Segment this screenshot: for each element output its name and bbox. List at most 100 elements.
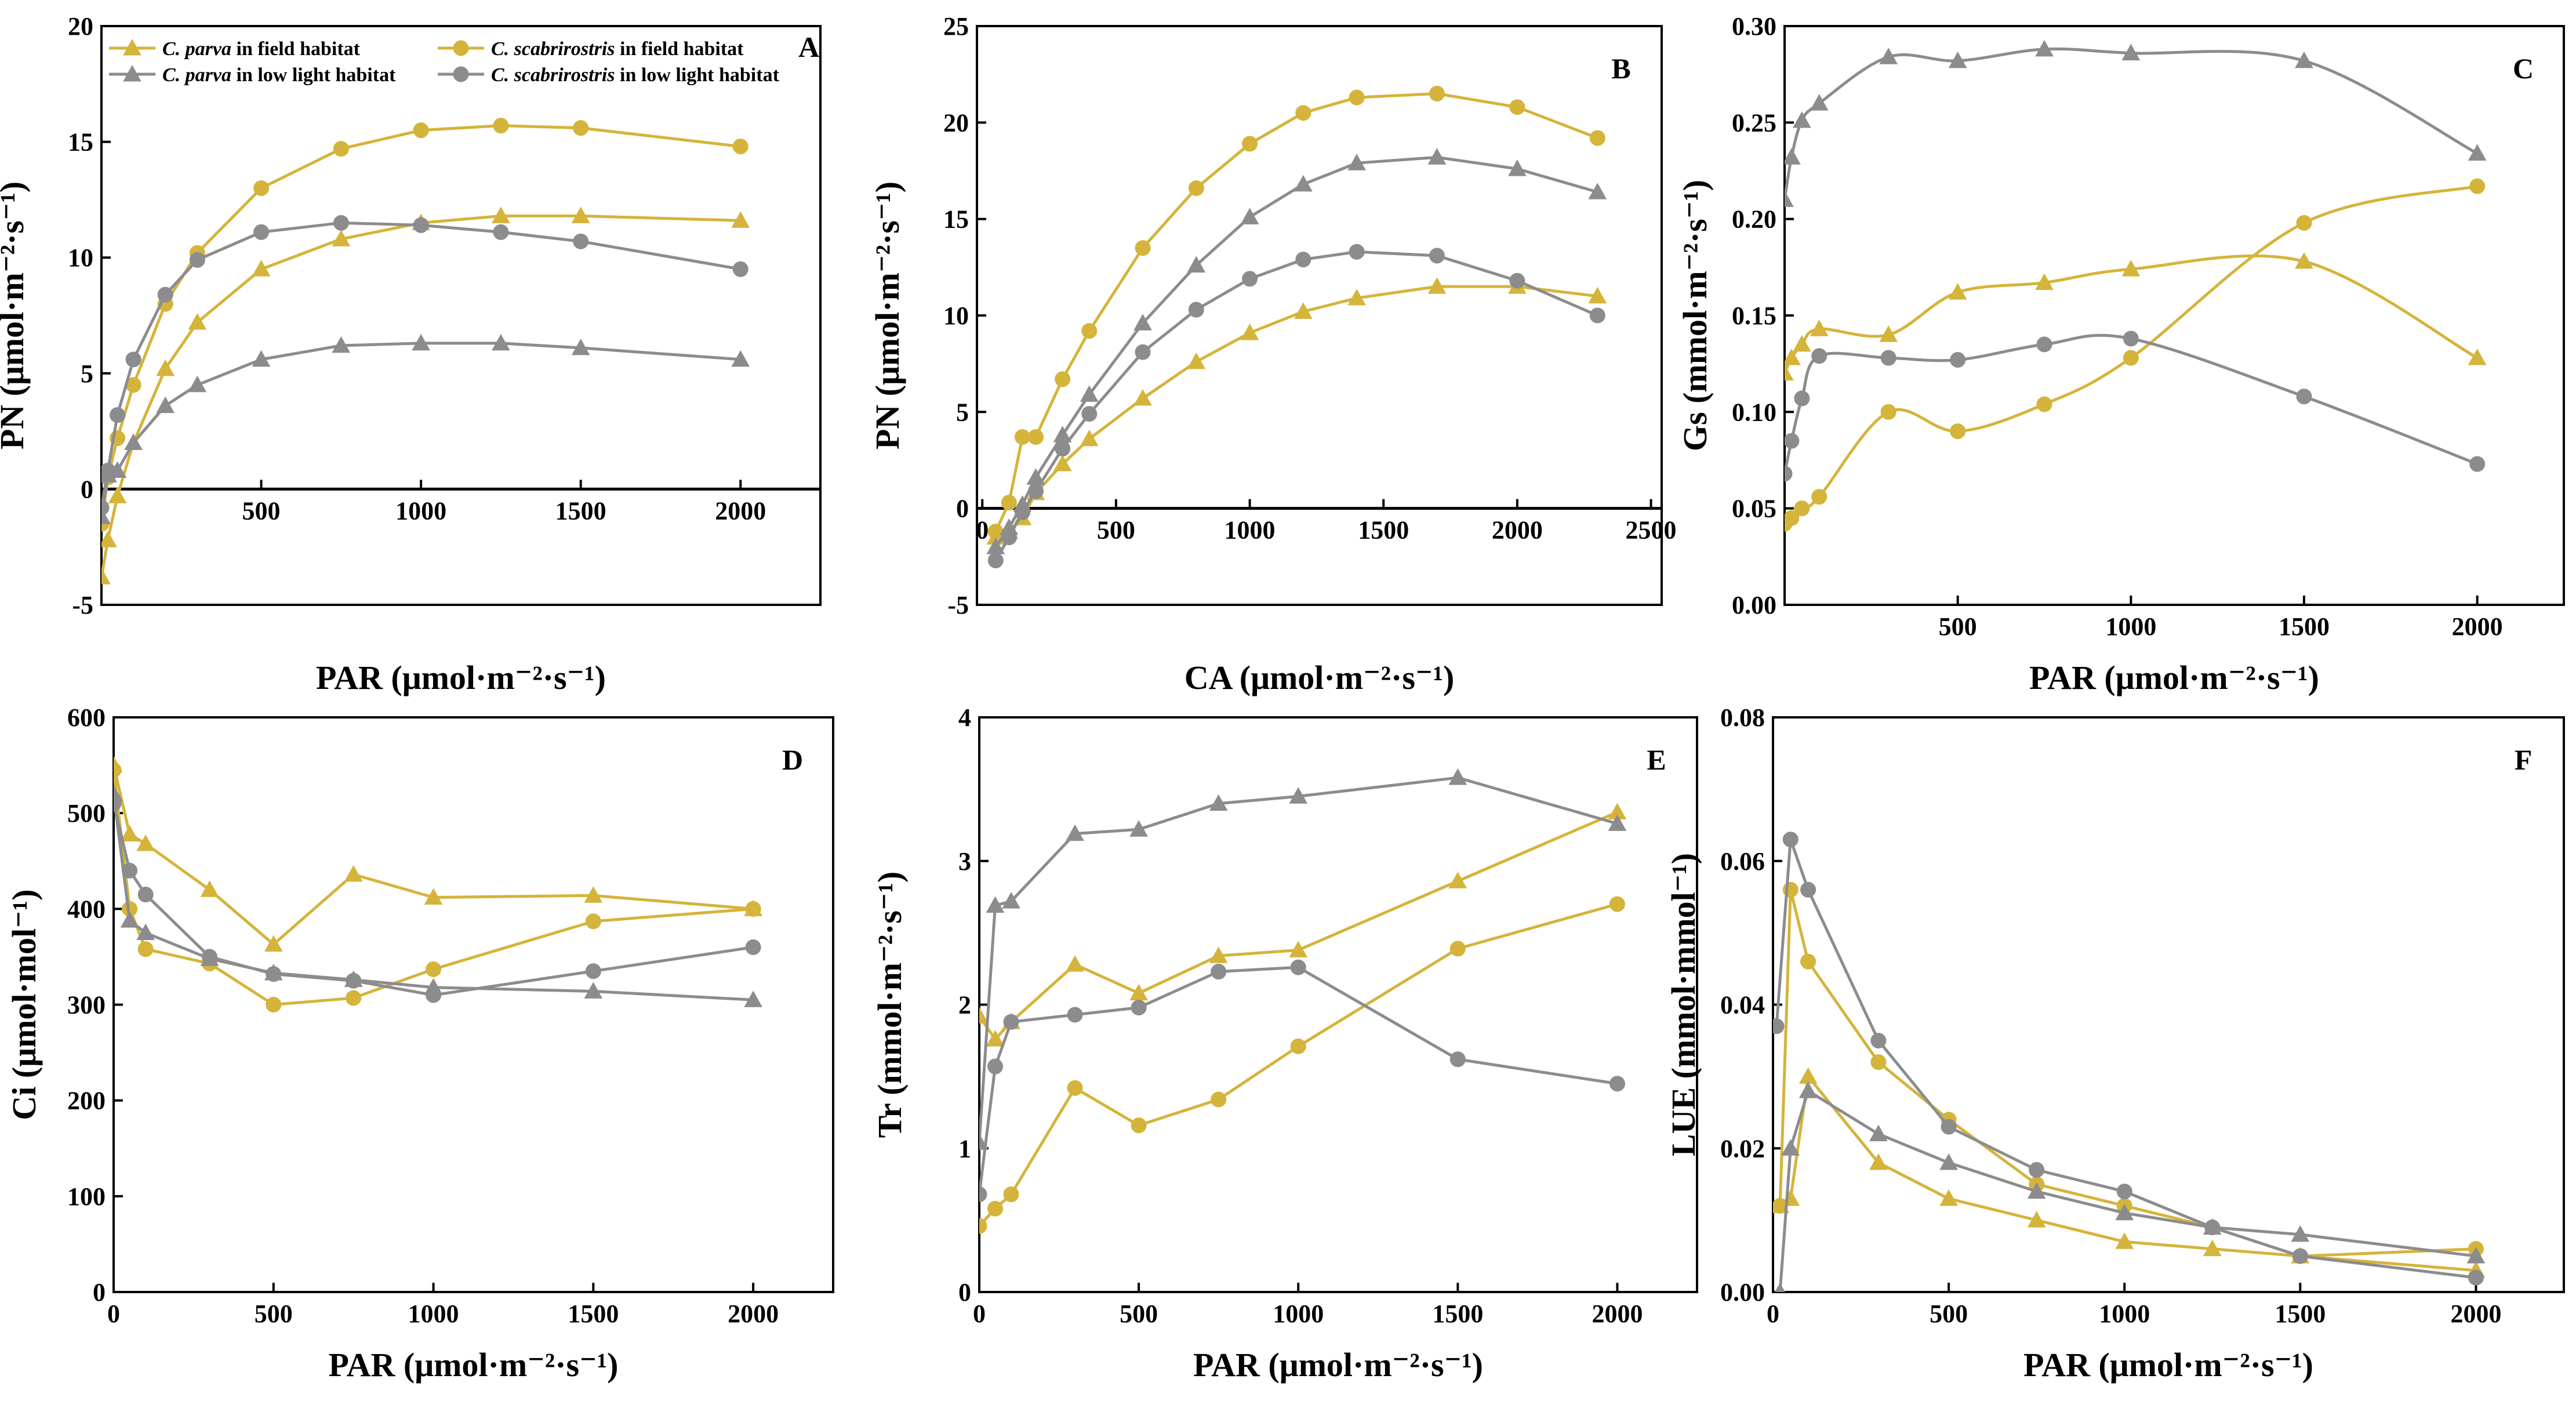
y-tick-label: 100: [67, 1182, 106, 1211]
y-axis-title: PN (μmol·m⁻²·s⁻¹): [869, 182, 906, 449]
data-point: [1289, 941, 1308, 957]
x-tick-label: 0: [973, 1300, 986, 1328]
data-point: [2292, 1248, 2308, 1264]
data-point: [426, 961, 442, 977]
data-point: [2027, 1211, 2046, 1228]
x-tick-label: 500: [1120, 1300, 1158, 1328]
data-point: [201, 949, 217, 965]
data-point: [1294, 175, 1313, 192]
data-point: [2466, 1247, 2486, 1264]
data-point: [346, 990, 362, 1006]
legend-entry: C. parva in field habitat: [109, 38, 361, 60]
data-point: [1001, 495, 1017, 511]
data-point: [492, 333, 510, 351]
x-tick-label: 500: [1930, 1300, 1968, 1328]
data-point: [1188, 302, 1204, 318]
y-tick-label: 0: [958, 1278, 971, 1307]
data-point: [2123, 331, 2139, 347]
data-point: [1347, 289, 1366, 306]
y-axis-title: PN (μmol·m⁻²·s⁻¹): [0, 182, 31, 449]
data-point: [1870, 1032, 1887, 1048]
data-point: [114, 762, 122, 778]
data-point: [1950, 352, 1966, 368]
data-point: [1001, 529, 1017, 546]
data-point: [101, 531, 117, 547]
x-axis-title: CA (μmol·m⁻²·s⁻¹): [1185, 659, 1455, 696]
data-point: [1135, 344, 1151, 360]
data-point: [1188, 180, 1204, 196]
series-4: [1773, 832, 2484, 1286]
data-point: [584, 982, 603, 999]
y-tick-label: 0.04: [1720, 991, 1765, 1019]
data-point: [2468, 349, 2487, 365]
series-line: [1775, 838, 2476, 1279]
data-point: [731, 211, 750, 228]
y-tick-label: 0: [81, 475, 93, 503]
data-point: [731, 350, 750, 367]
data-point: [2036, 396, 2052, 412]
y-tick-label: 5: [81, 360, 93, 388]
data-point: [157, 286, 173, 303]
data-point: [1869, 1153, 1888, 1170]
data-point: [1609, 896, 1625, 912]
panel-letter: E: [1647, 743, 1666, 776]
y-tick-label: 0.05: [1732, 495, 1776, 523]
data-point: [1800, 953, 1816, 970]
legend-label: C. parva in field habitat: [162, 38, 361, 60]
data-point: [1609, 1076, 1625, 1092]
data-point: [412, 333, 430, 351]
data-point: [264, 935, 283, 952]
x-tick-label: 1000: [1225, 516, 1276, 545]
panel-f: 0 500 1000 1500 2000 0.00 0.02 0.04 0.06 0.08 PAR …: [1665, 703, 2565, 1384]
series-4: [987, 244, 1605, 568]
x-axis-title: PAR (μmol·m⁻²·s⁻¹): [2029, 659, 2319, 696]
data-point: [1295, 105, 1311, 121]
data-point: [1785, 433, 1800, 449]
data-point: [136, 923, 155, 941]
x-tick-label: 2000: [715, 496, 766, 525]
legend-label: C. scabrirostris in low light habitat: [491, 64, 780, 86]
x-tick-label: 1500: [568, 1300, 619, 1328]
x-tick-label: 1000: [2105, 612, 2156, 641]
data-point: [252, 350, 271, 367]
x-axis-title: PAR (μmol·m⁻²·s⁻¹): [329, 1346, 619, 1384]
y-tick-label: 0.30: [1732, 12, 1776, 41]
data-point: [253, 180, 270, 196]
x-tick-label: 2000: [1492, 516, 1543, 545]
data-point: [1948, 283, 1967, 300]
data-point: [156, 396, 175, 413]
data-point: [101, 462, 116, 478]
y-axis-title: Tr (mmol·m⁻²·s⁻¹): [871, 872, 909, 1138]
data-point: [493, 224, 509, 240]
data-point: [2123, 350, 2139, 366]
y-tick-label: 0.20: [1732, 205, 1776, 234]
panel-letter: C: [2513, 52, 2534, 85]
data-point: [1950, 423, 1966, 440]
data-point: [101, 499, 110, 516]
data-point: [2035, 273, 2054, 290]
data-point: [2468, 144, 2487, 161]
data-point: [266, 997, 282, 1013]
y-tick-label: 4: [958, 703, 971, 732]
data-point: [1242, 271, 1258, 287]
data-point: [1794, 390, 1810, 407]
x-tick-label: 2000: [2452, 612, 2503, 641]
panel-e: 0 500 1000 1500 2000 0 1 2 3 4 PAR (μmol·m⁻²·s⁻¹) T…: [871, 703, 1698, 1384]
data-point: [1941, 1119, 1957, 1135]
data-point: [979, 1186, 987, 1203]
data-point: [1870, 1054, 1887, 1070]
data-point: [2027, 1182, 2046, 1199]
x-tick-label: 0: [1767, 1300, 1779, 1328]
data-point: [120, 911, 139, 928]
x-tick-label: 1500: [1432, 1300, 1483, 1328]
data-point: [2116, 1184, 2132, 1200]
data-point: [1349, 89, 1365, 106]
x-tick-label: 1000: [408, 1300, 459, 1328]
data-point: [571, 338, 590, 355]
data-point: [114, 796, 122, 812]
y-tick-label: -5: [72, 591, 93, 619]
x-tick-label: 2000: [1592, 1300, 1643, 1328]
y-tick-label: 2: [958, 991, 971, 1019]
series-2: [1785, 178, 2486, 532]
data-point: [266, 966, 282, 982]
